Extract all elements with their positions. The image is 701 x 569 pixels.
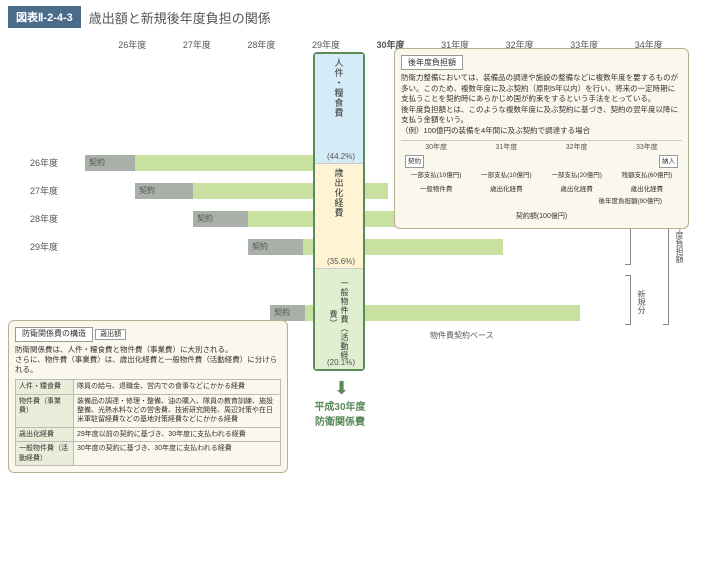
arrow-down-icon: ⬇ <box>334 378 349 399</box>
figure-title: 歳出額と新規後年度負担の関係 <box>89 8 271 27</box>
figure-label: 図表Ⅱ-2-4-3 <box>8 6 81 28</box>
box-right: 後年度負担額 防衛力整備においては、装備品の調達や施設の整備などに複数年度を要す… <box>394 48 689 229</box>
structure-table: 人件・糧食費隊員の給与、退職金、営内での食事などにかかる経費 物件費（事業費）装… <box>15 379 281 466</box>
col-30nendo: 人件・糧食費 (44.2%) 歳出化経費 (35.6%) 一般物件費（活動経費）… <box>313 52 365 371</box>
bracket-shinki <box>625 275 631 325</box>
bottom-label: 平成30年度 防衛関係費 <box>310 398 370 428</box>
box-left: 防衛関係費の構造 歳出額 防衛関係費は、人件・糧食費と物件費（事業費）に大別され… <box>8 320 288 473</box>
mini-timeline: 30年度31年度32年度33年度 契約 納入 一部支払(10億円) 一部支払(1… <box>401 140 682 210</box>
base-label: 物件費契約ベース <box>430 330 494 341</box>
